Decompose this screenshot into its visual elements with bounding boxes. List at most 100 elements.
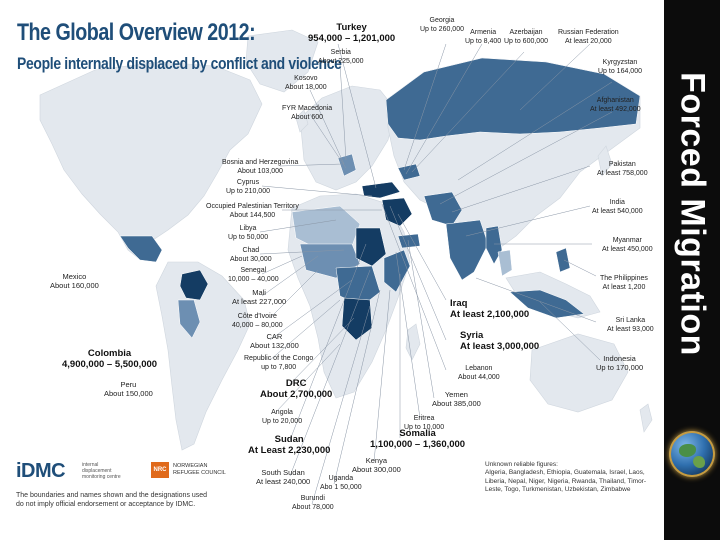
- leader-uganda: [333, 289, 381, 485]
- region-balkans: [337, 153, 357, 177]
- region-myanmar: [485, 225, 503, 265]
- label-sri-lanka-value: At least 93,000: [607, 326, 654, 333]
- label-myanmar-country: Myanmar: [612, 237, 642, 244]
- label-syria-country: Syria: [460, 330, 484, 341]
- label-myanmar: Myanmar At least 450,000: [602, 236, 653, 254]
- label-yemen-country: Yemen: [444, 390, 468, 399]
- leader-russia: [519, 43, 591, 111]
- label-russia: Russian Federation At least 20,000: [558, 28, 619, 46]
- label-lebanon-value: About 44,000: [458, 374, 500, 381]
- leader-cyprus: [261, 185, 373, 197]
- label-kenya-value: About 300,000: [352, 465, 401, 474]
- globe-icon: [669, 431, 715, 477]
- label-india: India At least 540,000: [592, 198, 643, 216]
- landmass-greenland: [245, 29, 319, 93]
- label-afghanistan-country: Afghanistan: [596, 97, 634, 104]
- label-senegal-value: 10,000 – 40,000: [228, 276, 279, 283]
- label-turkey-value: 954,000 – 1,201,000: [308, 33, 396, 44]
- leader-chad: [259, 249, 345, 255]
- landmass-europe: [299, 85, 397, 191]
- region-russia: [385, 57, 641, 141]
- disclaimer: The boundaries and names shown and the d…: [16, 492, 208, 508]
- region-afghanistan-pakistan: [423, 191, 463, 227]
- label-peru-value: About 150,000: [104, 389, 153, 398]
- label-kenya-country: Kenya: [365, 456, 388, 465]
- label-sri-lanka-country: Sri Lanka: [615, 317, 646, 324]
- landmass-uk: [295, 109, 309, 133]
- leader-afghanistan: [439, 111, 613, 205]
- label-turkey: Turkey 954,000 – 1,201,000: [308, 22, 395, 44]
- label-eritrea-country: Eritrea: [413, 415, 435, 422]
- label-yemen-value: About 385,000: [432, 399, 481, 408]
- label-kosovo-value: About 18,000: [285, 84, 327, 91]
- region-caucasus: [397, 163, 421, 181]
- leader-lebanon: [381, 203, 447, 371]
- label-libya-country: Libya: [239, 225, 257, 232]
- leader-angola: [275, 343, 341, 413]
- leader-kyrgyzstan: [457, 81, 613, 181]
- label-mexico-value: About 160,000: [50, 281, 99, 290]
- label-uganda-value: Abo 1 50,000: [320, 484, 362, 491]
- leader-yemen: [407, 239, 435, 399]
- region-peru: [177, 299, 201, 339]
- label-drc-country: DRC: [285, 378, 307, 389]
- label-libya-value: Up to 50,000: [228, 234, 269, 241]
- leader-car: [269, 279, 353, 341]
- label-armenia: Armenia Up to 8,400: [465, 28, 501, 46]
- label-palestine: Occupied Palestinian Territory About 144,…: [206, 202, 299, 220]
- label-pakistan-value: At least 758,000: [597, 170, 648, 177]
- label-somalia-value: 1,100,000 – 1,360,000: [370, 439, 466, 450]
- label-syria-value: At least 3,000,000: [460, 341, 540, 352]
- label-afghanistan-value: At least 492,000: [590, 106, 641, 113]
- label-serbia-value: About 225,000: [318, 58, 364, 65]
- leader-india: [465, 205, 591, 237]
- map-panel: The Global Overview 2012: People interna…: [16, 17, 654, 511]
- label-russia-value: At least 20,000: [565, 38, 612, 45]
- landmass-australia: [529, 333, 629, 413]
- leader-iraq: [397, 213, 447, 301]
- label-congo-country: Republic of the Congo: [244, 355, 314, 362]
- label-indonesia-country: Indonesia: [603, 354, 636, 363]
- label-myanmar-value: At least 450,000: [602, 246, 653, 253]
- label-car: CAR About 132,000: [250, 332, 299, 350]
- leader-turkey: [337, 43, 377, 189]
- region-central-africa: [335, 265, 381, 307]
- label-kyrgyzstan-country: Kyrgyzstan: [602, 59, 638, 66]
- region-iraq-syria: [381, 197, 413, 227]
- label-mali-value: At least 227,000: [232, 297, 287, 306]
- label-peru: Peru About 150,000: [104, 380, 153, 398]
- leader-burundi: [311, 305, 371, 505]
- label-sri-lanka: Sri Lanka At least 93,000: [607, 316, 654, 334]
- leader-sudan: [289, 243, 367, 441]
- label-kosovo-country: Kosovo: [294, 75, 318, 82]
- label-drc-value: About 2,700,000: [260, 389, 333, 400]
- label-georgia-country: Georgia: [429, 17, 455, 24]
- idp-countries: [119, 57, 641, 341]
- label-yemen: Yemen About 385,000: [432, 390, 481, 408]
- label-azerbaijan: Azerbaijan Up to 600,000: [504, 28, 548, 46]
- label-kenya: Kenya About 300,000: [352, 456, 401, 474]
- leader-mali: [261, 255, 319, 297]
- side-title: Forced Migration: [673, 72, 712, 356]
- label-azerbaijan-value: Up to 600,000: [504, 38, 548, 45]
- idmc-logo: iDMC: [16, 460, 66, 482]
- label-colombia-value: 4,900,000 – 5,500,000: [62, 359, 158, 370]
- region-philippines: [555, 247, 571, 273]
- leader-georgia: [403, 43, 447, 171]
- label-car-value: About 132,000: [250, 341, 299, 350]
- label-lebanon: Lebanon About 44,000: [458, 364, 500, 382]
- nrc-logo: NRC: [151, 462, 169, 478]
- label-angola-value: Up to 20,000: [262, 418, 303, 425]
- landmass-new-zealand: [639, 403, 653, 433]
- label-mali-country: Mali: [252, 288, 266, 297]
- leader-syria: [389, 205, 447, 341]
- region-sudan: [355, 227, 387, 267]
- label-afghanistan: Afghanistan At least 492,000: [590, 96, 641, 114]
- leader-fyr-macedonia: [309, 113, 347, 169]
- label-fyr-macedonia: FYR Macedonia About 600: [282, 104, 332, 122]
- label-car-country: CAR: [266, 332, 283, 341]
- label-india-value: At least 540,000: [592, 208, 643, 215]
- label-india-country: India: [609, 199, 625, 206]
- label-chad: Chad About 30,000: [230, 246, 272, 264]
- label-cyprus-country: Cyprus: [236, 179, 260, 186]
